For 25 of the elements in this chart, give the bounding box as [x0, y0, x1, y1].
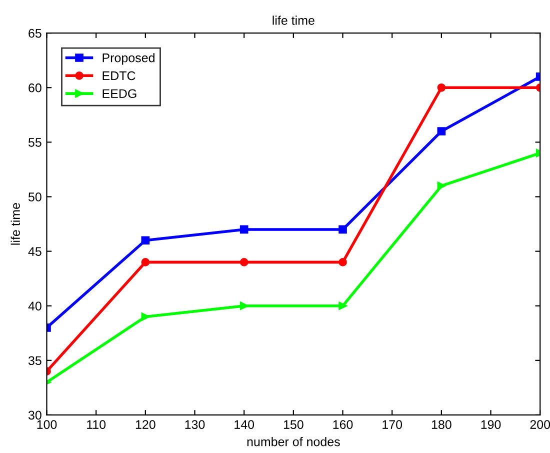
chart-title: life time — [272, 16, 314, 25]
y-tick-label: 60 — [28, 83, 42, 92]
y-tick-label: 30 — [28, 410, 42, 420]
y-tick-label: 50 — [28, 192, 42, 202]
y-tick-label: 45 — [28, 247, 42, 256]
y-tick-label: 55 — [28, 138, 42, 147]
x-tick-label: 100 — [37, 420, 57, 429]
y-tick-label: 35 — [28, 356, 42, 366]
x-tick-label: 160 — [333, 420, 353, 429]
x-tick-label: 180 — [432, 420, 452, 429]
x-tick-label: 130 — [185, 420, 205, 429]
legend-label: EEDG — [102, 89, 136, 98]
x-tick-label: 200 — [530, 420, 550, 429]
x-tick-label: 190 — [481, 420, 501, 429]
x-tick-label: 170 — [382, 420, 402, 429]
y-tick-label: 40 — [28, 302, 42, 310]
x-tick-label: 150 — [284, 420, 304, 429]
legend-label: EDTC — [102, 71, 136, 80]
x-tick-label: 140 — [234, 420, 254, 429]
x-tick-label: 110 — [87, 420, 106, 429]
x-tick-label: 120 — [136, 420, 156, 429]
y-axis-title: life time — [10, 203, 20, 245]
x-axis-title: number of nodes — [247, 437, 340, 446]
legend-label: Proposed — [102, 53, 154, 65]
y-tick-label: 65 — [28, 28, 42, 38]
